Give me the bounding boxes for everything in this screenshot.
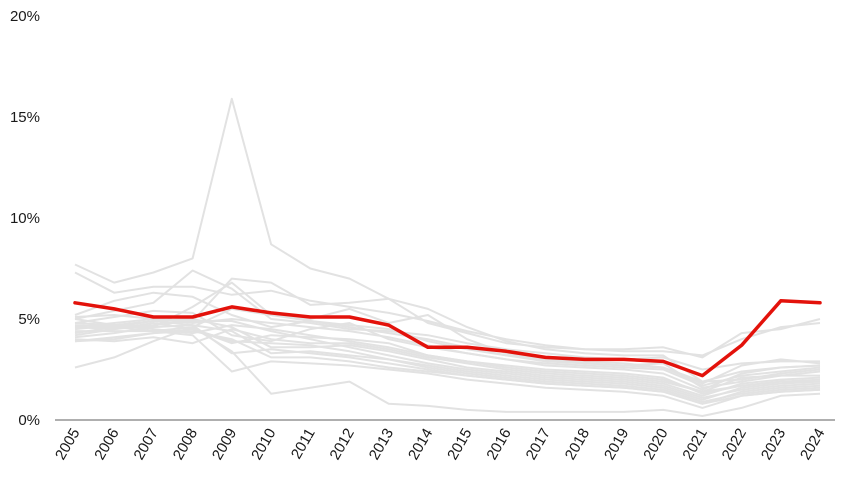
background-series-line — [74, 320, 821, 399]
background-series-line — [74, 328, 820, 393]
y-axis-ticks: 0% 5% 10% 15% 20% — [10, 8, 40, 429]
y-tick-label: 15% — [10, 109, 40, 126]
x-tick-label: 2010 — [248, 426, 279, 463]
y-tick-label: 0% — [18, 412, 40, 429]
x-tick-label: 2006 — [91, 426, 122, 463]
x-tick-label: 2011 — [288, 426, 319, 462]
x-tick-label: 2007 — [130, 426, 161, 463]
y-tick-label: 5% — [18, 311, 40, 328]
x-tick-label: 2012 — [327, 426, 358, 463]
x-axis-ticks: 2005 2006 2007 2008 2009 2010 2011 2012 2013 2014… — [52, 426, 828, 463]
x-tick-label: 2023 — [758, 426, 789, 463]
x-tick-label: 2017 — [523, 426, 554, 463]
y-tick-label: 20% — [10, 8, 40, 25]
background-series-line — [74, 328, 821, 403]
x-tick-label: 2008 — [170, 426, 201, 463]
background-series-line — [74, 314, 821, 387]
x-tick-label: 2013 — [366, 426, 397, 463]
x-tick-label: 2009 — [209, 426, 240, 463]
x-tick-label: 2016 — [483, 426, 514, 463]
x-tick-label: 2021 — [679, 426, 710, 463]
background-series-group — [74, 97, 821, 417]
x-tick-label: 2014 — [405, 426, 436, 463]
background-series-line — [74, 307, 821, 383]
x-tick-label: 2018 — [562, 426, 593, 463]
highlight-series-line — [73, 299, 822, 378]
x-tick-label: 2019 — [601, 426, 632, 463]
x-tick-label: 2020 — [640, 426, 671, 463]
background-series-line — [74, 269, 820, 371]
background-series-line — [74, 324, 821, 401]
x-tick-label: 2022 — [719, 426, 750, 463]
y-tick-label: 10% — [10, 210, 40, 227]
x-tick-label: 2024 — [797, 426, 828, 463]
x-tick-label: 2005 — [52, 426, 83, 463]
highlight-series-group — [73, 299, 822, 378]
background-series-line — [74, 291, 821, 385]
background-series-line — [74, 320, 821, 405]
x-tick-label: 2015 — [444, 426, 475, 463]
